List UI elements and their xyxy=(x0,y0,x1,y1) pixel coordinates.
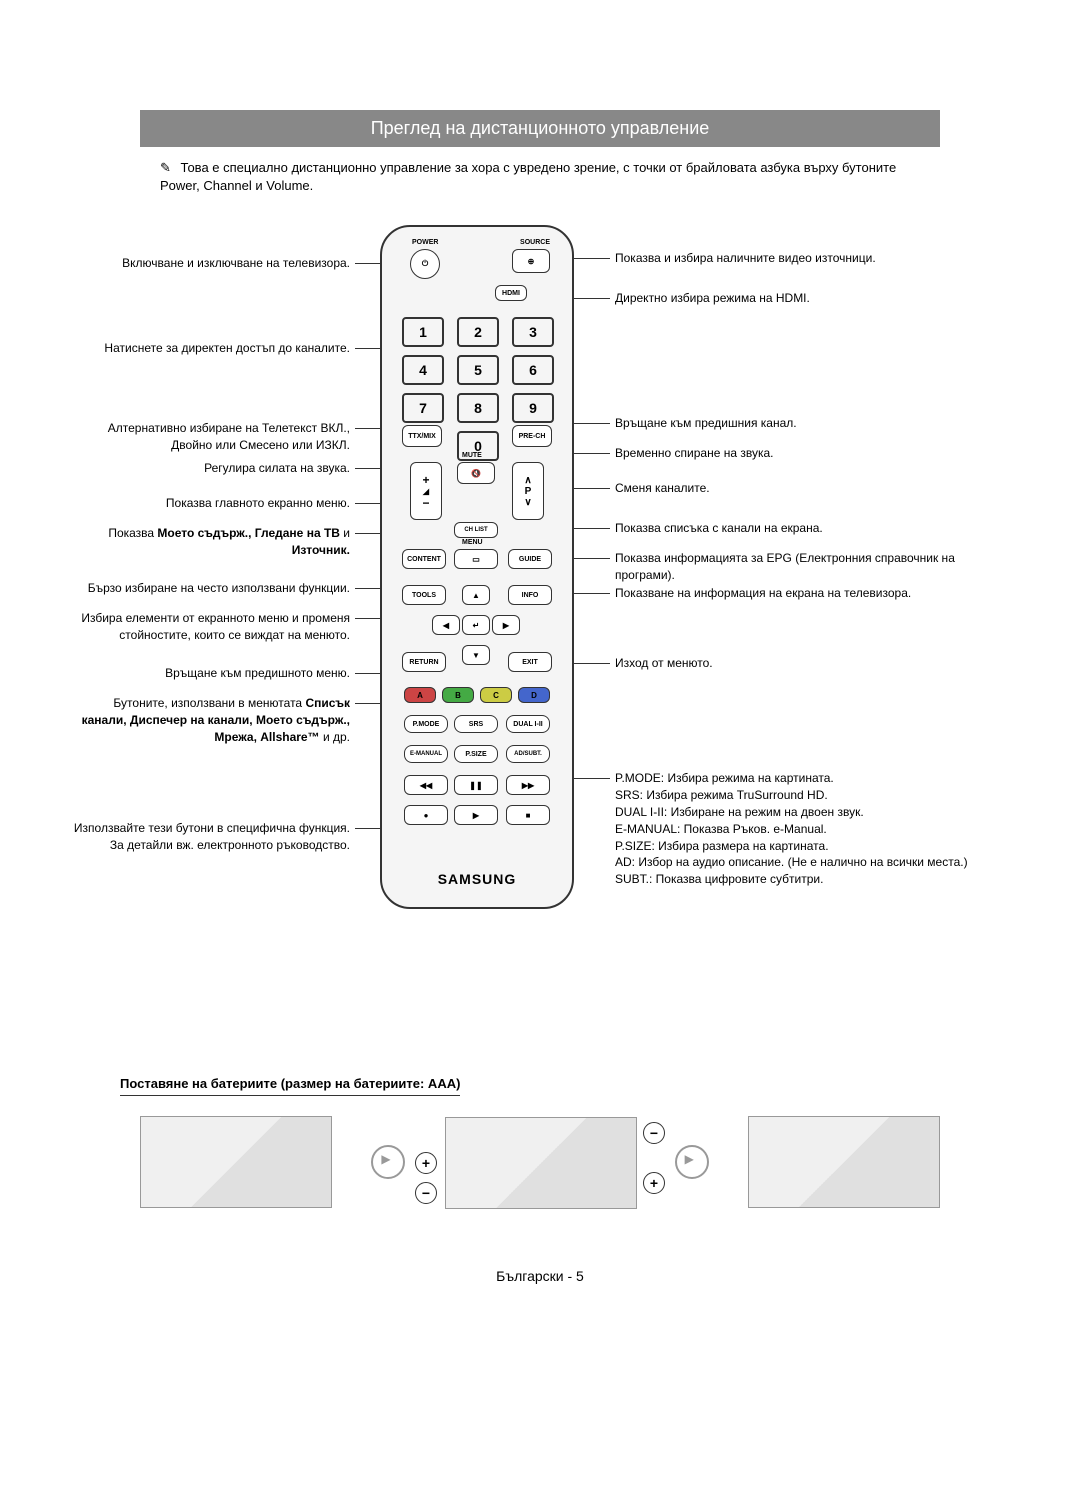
ch-up-icon: ∧ xyxy=(524,475,531,486)
ttx-button[interactable]: TTX/MIX xyxy=(402,425,442,447)
volume-button[interactable]: + ◢ − xyxy=(410,462,442,520)
right-callout: Изход от менюто. xyxy=(615,655,985,672)
srs-button[interactable]: SRS xyxy=(454,715,498,733)
right-callout: P.MODE: Избира режима на картината. SRS:… xyxy=(615,770,985,888)
right-button[interactable]: ▶ xyxy=(492,615,520,635)
right-callout: Директно избира режима на HDMI. xyxy=(615,290,985,307)
right-callout: Показва информацията за EPG (Електронния… xyxy=(615,550,985,584)
num-5[interactable]: 5 xyxy=(457,355,499,385)
num-6[interactable]: 6 xyxy=(512,355,554,385)
battery-section: Поставяне на батериите (размер на батери… xyxy=(60,1075,1020,1208)
num-2[interactable]: 2 xyxy=(457,317,499,347)
num-8[interactable]: 8 xyxy=(457,393,499,423)
arrow-icon xyxy=(675,1145,709,1179)
battery-title: Поставяне на батериите (размер на батери… xyxy=(120,1076,460,1096)
brand-logo: SAMSUNG xyxy=(382,871,572,887)
battery-step-1 xyxy=(140,1116,332,1208)
left-callout: Използвайте тези бутони в специфична фун… xyxy=(70,820,350,854)
remote-body: POWER ⏻ SOURCE ⊕ HDMI 1 2 3 4 5 6 7 8 9 … xyxy=(380,225,574,909)
channel-button[interactable]: ∧ P ∨ xyxy=(512,462,544,520)
right-callout: Връщане към предишния канал. xyxy=(615,415,985,432)
num-9[interactable]: 9 xyxy=(512,393,554,423)
left-callout: Включване и изключване на телевизора. xyxy=(70,255,350,272)
info-button[interactable]: INFO xyxy=(508,585,552,605)
guide-button[interactable]: GUIDE xyxy=(508,549,552,569)
menu-label: MENU xyxy=(462,539,483,546)
mute-button[interactable]: 🔇 xyxy=(457,462,495,484)
left-callout: Избира елементи от екранното меню и пром… xyxy=(70,610,350,644)
red-button[interactable]: A xyxy=(404,687,436,703)
menu-button[interactable]: ▭ xyxy=(454,549,498,569)
rewind-button[interactable]: ◀◀ xyxy=(404,775,448,795)
left-callout: Бутоните, използвани в менютата Списък к… xyxy=(70,695,350,745)
right-callout: Показване на информация на екрана на тел… xyxy=(615,585,985,602)
intro-note: ✎ Това е специално дистанционно управлен… xyxy=(160,159,920,195)
note-icon: ✎ xyxy=(160,159,171,177)
prech-button[interactable]: PRE-CH xyxy=(512,425,552,447)
power-button[interactable]: ⏻ xyxy=(410,249,440,279)
source-label: SOURCE xyxy=(520,239,550,246)
page-title: Преглед на дистанционното управление xyxy=(140,110,940,147)
battery-step-2 xyxy=(445,1117,637,1209)
left-callout: Бързо избиране на често използвани функц… xyxy=(70,580,350,597)
remote-diagram: Включване и изключване на телевизора. Нат… xyxy=(70,225,1010,975)
adsubt-button[interactable]: AD/SUBT. xyxy=(506,745,550,763)
hdmi-button[interactable]: HDMI xyxy=(495,285,527,301)
tools-button[interactable]: TOOLS xyxy=(402,585,446,605)
left-callout: Алтернативно избиране на Телетекст ВКЛ.,… xyxy=(70,420,350,454)
minus-icon: − xyxy=(643,1122,665,1144)
chlist-button[interactable]: CH LIST xyxy=(454,522,498,538)
right-callout: Показва списъка с канали на екрана. xyxy=(615,520,985,537)
content-button[interactable]: CONTENT xyxy=(402,549,446,569)
power-label: POWER xyxy=(412,239,438,246)
num-4[interactable]: 4 xyxy=(402,355,444,385)
right-callout: Показва и избира наличните видео източни… xyxy=(615,250,985,267)
left-callout: Връщане към предишното меню. xyxy=(70,665,350,682)
enter-button[interactable]: ↵ xyxy=(462,615,490,635)
record-button[interactable]: ● xyxy=(404,805,448,825)
minus-icon-2: − xyxy=(415,1182,437,1204)
battery-step-3 xyxy=(748,1116,940,1208)
plus-icon-2: + xyxy=(643,1172,665,1194)
ch-down-icon: ∨ xyxy=(524,497,531,508)
yellow-button[interactable]: C xyxy=(480,687,512,703)
green-button[interactable]: B xyxy=(442,687,474,703)
psize-button[interactable]: P.SIZE xyxy=(454,745,498,763)
page-footer: Български - 5 xyxy=(60,1268,1020,1284)
num-7[interactable]: 7 xyxy=(402,393,444,423)
arrow-icon xyxy=(371,1145,405,1179)
note-text: Това е специално дистанционно управление… xyxy=(160,160,896,193)
dual-button[interactable]: DUAL I-II xyxy=(506,715,550,733)
source-button[interactable]: ⊕ xyxy=(512,249,550,273)
left-callout: Регулира силата на звука. xyxy=(70,460,350,477)
mute-label: MUTE xyxy=(462,452,482,459)
play-button[interactable]: ▶ xyxy=(454,805,498,825)
left-callout: Показва Моето съдърж., Гледане на ТВ и И… xyxy=(70,525,350,559)
p-label: P xyxy=(525,486,532,497)
left-button[interactable]: ◀ xyxy=(432,615,460,635)
num-1[interactable]: 1 xyxy=(402,317,444,347)
stop-button[interactable]: ■ xyxy=(506,805,550,825)
pause-button[interactable]: ❚❚ xyxy=(454,775,498,795)
blue-button[interactable]: D xyxy=(518,687,550,703)
num-3[interactable]: 3 xyxy=(512,317,554,347)
down-button[interactable]: ▼ xyxy=(462,645,490,665)
left-callout: Натиснете за директен достъп до каналите… xyxy=(70,340,350,357)
right-callout: Временно спиране на звука. xyxy=(615,445,985,462)
vol-down: − xyxy=(422,496,429,510)
forward-button[interactable]: ▶▶ xyxy=(506,775,550,795)
return-button[interactable]: RETURN xyxy=(402,652,446,672)
exit-button[interactable]: EXIT xyxy=(508,652,552,672)
right-callout: Сменя каналите. xyxy=(615,480,985,497)
left-callout: Показва главното екранно меню. xyxy=(70,495,350,512)
vol-up: + xyxy=(422,473,429,487)
up-button[interactable]: ▲ xyxy=(462,585,490,605)
emanual-button[interactable]: E-MANUAL xyxy=(404,745,448,763)
pmode-button[interactable]: P.MODE xyxy=(404,715,448,733)
plus-icon: + xyxy=(415,1152,437,1174)
